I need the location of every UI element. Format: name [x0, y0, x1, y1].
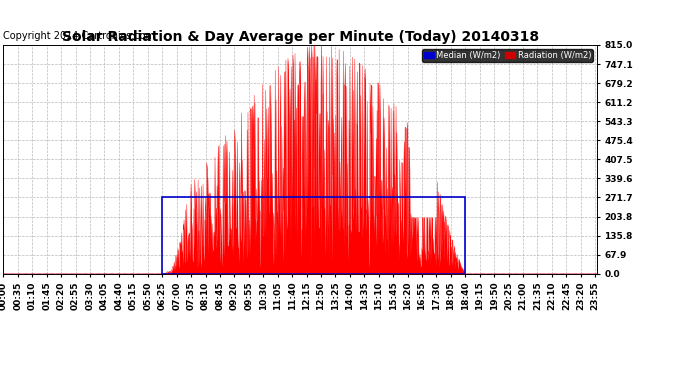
Bar [162, 198, 465, 274]
Text: Copyright 2014 Cartronics.com: Copyright 2014 Cartronics.com [3, 32, 155, 41]
Legend: Median (W/m2), Radiation (W/m2): Median (W/m2), Radiation (W/m2) [422, 49, 593, 62]
Title: Solar Radiation & Day Average per Minute (Today) 20140318: Solar Radiation & Day Average per Minute… [61, 30, 539, 44]
